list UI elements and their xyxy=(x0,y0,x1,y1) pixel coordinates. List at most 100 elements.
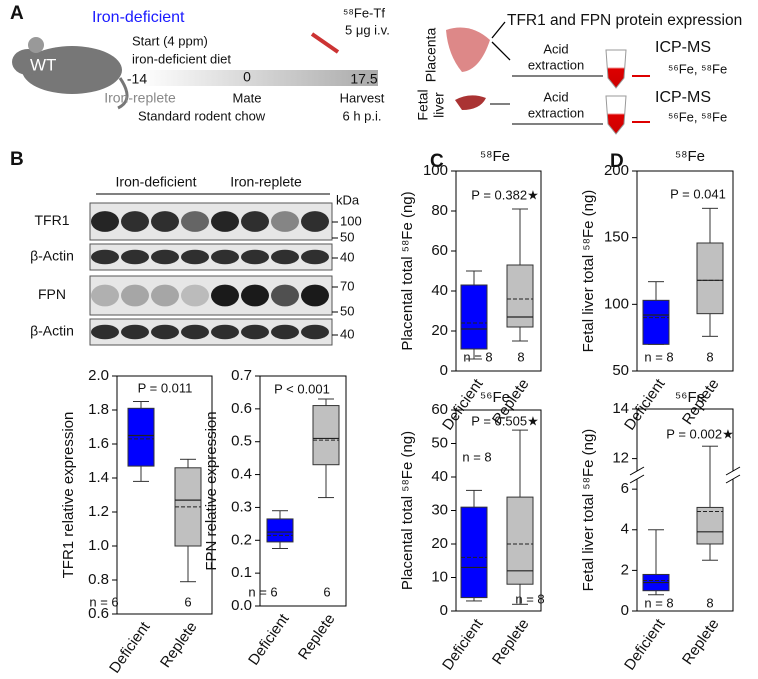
box xyxy=(642,299,670,345)
marker-label: 40 xyxy=(340,249,354,264)
box xyxy=(696,242,724,315)
band xyxy=(271,249,299,265)
box xyxy=(312,405,340,466)
harvest-label: Harvest xyxy=(340,90,385,105)
group-label: Iron-deficient xyxy=(92,9,185,26)
box xyxy=(696,506,724,545)
blot-label: β-Actin xyxy=(30,323,74,339)
chow-label: Standard rodent chow xyxy=(138,108,266,123)
group-label: Iron-deficient xyxy=(116,174,197,190)
y-tick-label: 0.6 xyxy=(88,605,109,622)
y-tick-label: 0.8 xyxy=(88,571,109,588)
n-label: n = 8 xyxy=(644,349,673,364)
n-label: n = 8 xyxy=(515,591,544,606)
y-tick-label: 0.0 xyxy=(231,597,252,614)
band xyxy=(211,284,239,307)
chart-title: ⁵⁶Fe xyxy=(480,389,510,406)
y-tick-label: 1.4 xyxy=(88,469,109,486)
y-tick-label: 1.8 xyxy=(88,401,109,418)
marker-label: 100 xyxy=(340,213,362,228)
y-tick-label: 40 xyxy=(431,468,448,485)
y-tick-label: 0.3 xyxy=(231,498,252,515)
band xyxy=(151,211,179,232)
band xyxy=(181,324,209,340)
placenta-icon xyxy=(446,27,490,73)
x-tick-label: Deficient xyxy=(621,615,669,673)
band xyxy=(301,211,329,232)
tube xyxy=(605,95,627,135)
liver-icon xyxy=(455,95,486,110)
y-axis-label: Placental total ⁵⁸Fe (ng) xyxy=(399,191,416,350)
y-axis-label: FPN relative expression xyxy=(203,411,220,570)
panel-a: A Iron-deficient WT Start (4 ppm) iron-d… xyxy=(10,3,742,135)
acid-label: Acid xyxy=(543,41,568,56)
y-tick-label: 80 xyxy=(431,202,448,219)
band xyxy=(91,211,119,232)
y-tick-label: 0.1 xyxy=(231,564,252,581)
y-tick-label: 2 xyxy=(621,561,629,578)
y-tick-label: 0 xyxy=(621,602,629,619)
isotope-label: ⁵⁶Fe, ⁵⁸Fe xyxy=(668,61,727,76)
y-tick-label: 4 xyxy=(621,521,629,538)
n-label: 6 xyxy=(323,584,330,599)
blot-panel: B Iron-deficient Iron-replete kDa xyxy=(10,149,360,207)
tracer-label: ⁵⁸Fe-Tf xyxy=(343,5,385,20)
n-label: n = 8 xyxy=(463,349,492,364)
y-axis-label: Placental total ⁵⁸Fe (ng) xyxy=(399,431,416,590)
p-value: P = 0.505★ xyxy=(471,413,538,428)
acid-label: extraction xyxy=(528,105,584,120)
n-label: 8 xyxy=(706,595,713,610)
p-value: P < 0.001 xyxy=(274,381,330,396)
panel-letter: B xyxy=(10,149,24,170)
y-tick-label: 0.6 xyxy=(231,400,252,417)
y-tick-label: 20 xyxy=(431,322,448,339)
hours-label: 6 h p.i. xyxy=(342,108,381,123)
isotope-label: ⁵⁶Fe, ⁵⁸Fe xyxy=(668,109,727,124)
box xyxy=(460,284,488,350)
band xyxy=(91,324,119,340)
y-tick-label: 40 xyxy=(431,282,448,299)
plot-frame xyxy=(636,170,734,372)
band xyxy=(241,249,269,265)
p-value: P = 0.382★ xyxy=(471,187,538,202)
box xyxy=(506,496,534,585)
marker-label: 40 xyxy=(340,326,354,341)
break-slash xyxy=(629,466,645,476)
band xyxy=(301,249,329,265)
acid-label: extraction xyxy=(528,57,584,72)
y-tick-label: 60 xyxy=(431,242,448,259)
icp-label: ICP-MS xyxy=(655,89,711,106)
band xyxy=(301,324,329,340)
axis-break xyxy=(725,471,741,479)
mate-label: Mate xyxy=(233,90,262,105)
y-tick-label: 12 xyxy=(612,450,629,467)
start-label: iron-deficient diet xyxy=(132,51,231,66)
start-label: Start (4 ppm) xyxy=(132,33,208,48)
band xyxy=(211,249,239,265)
marker-label: 70 xyxy=(340,278,354,293)
p-value: P = 0.002★ xyxy=(666,426,733,441)
mouse-body xyxy=(22,46,122,94)
band xyxy=(211,324,239,340)
mouse-label: WT xyxy=(30,55,56,74)
arrow xyxy=(491,21,511,61)
n-label: 8 xyxy=(706,349,713,364)
y-tick-label: 200 xyxy=(604,162,629,179)
band xyxy=(241,211,269,232)
plot-frame xyxy=(455,170,542,372)
blot-label: β-Actin xyxy=(30,248,74,264)
p-value: P = 0.011 xyxy=(138,380,193,395)
mouse-head xyxy=(12,49,44,75)
box xyxy=(506,264,534,328)
band xyxy=(271,284,299,307)
plot-frame xyxy=(636,408,734,612)
y-tick-label: 1.2 xyxy=(88,503,109,520)
x-tick-label: Replete xyxy=(295,611,339,663)
band xyxy=(271,324,299,340)
chart-title: ⁵⁸Fe xyxy=(675,148,705,165)
band xyxy=(151,249,179,265)
tissue-label: liver xyxy=(431,92,447,118)
band xyxy=(121,249,149,265)
marker-label: 50 xyxy=(340,229,354,244)
